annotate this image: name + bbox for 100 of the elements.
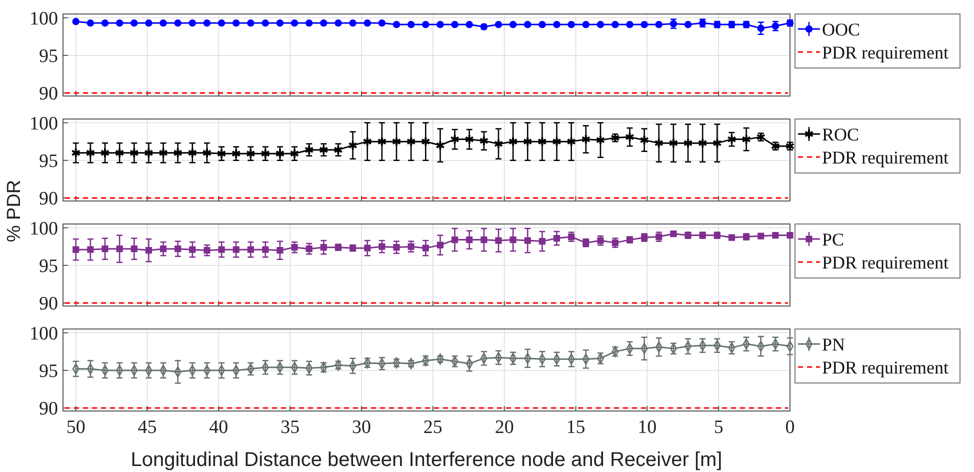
point	[87, 246, 94, 253]
x-tick-label: 40	[209, 417, 228, 438]
point	[683, 138, 693, 148]
point	[160, 19, 167, 27]
x-tick-label: 35	[280, 417, 300, 438]
point	[553, 235, 560, 242]
legend-label: PDR requirement	[822, 252, 948, 272]
point	[101, 19, 109, 27]
point	[290, 148, 300, 159]
point	[422, 244, 429, 252]
point	[581, 134, 591, 145]
x-tick-label: 45	[138, 417, 157, 438]
point	[144, 148, 154, 158]
point	[158, 148, 168, 158]
x-tick-label: 20	[494, 417, 514, 438]
point	[742, 134, 751, 145]
legend-label: PDR requirement	[822, 42, 948, 62]
point	[596, 134, 606, 146]
point	[174, 19, 182, 27]
point	[100, 148, 110, 158]
x-axis-title: Longitudinal Distance between Interference node and Receiver [m]	[130, 449, 722, 471]
legend-label: PN	[822, 334, 846, 354]
point	[188, 19, 196, 27]
point	[320, 19, 328, 27]
x-tick-label: 30	[352, 417, 372, 438]
y-tick-label: 100	[30, 323, 58, 344]
point	[72, 246, 80, 253]
point	[204, 247, 210, 254]
point	[670, 230, 677, 238]
point	[466, 236, 473, 244]
point	[408, 243, 414, 250]
y-tick-label: 90	[39, 188, 58, 210]
point	[216, 148, 226, 159]
point	[772, 232, 779, 239]
point	[451, 236, 458, 244]
point	[247, 19, 254, 27]
point	[464, 134, 474, 145]
point	[524, 237, 531, 244]
point	[758, 232, 764, 240]
point	[114, 148, 124, 158]
point	[727, 134, 736, 145]
point	[392, 20, 400, 28]
point	[348, 140, 358, 151]
point	[684, 20, 692, 28]
x-tick-label: 5	[714, 417, 724, 438]
point	[566, 136, 576, 147]
y-tick-label: 95	[39, 256, 58, 277]
legend-label: PDR requirement	[822, 357, 948, 378]
point	[364, 244, 371, 252]
x-tick-label: 15	[566, 417, 586, 438]
point	[290, 19, 298, 27]
point	[174, 246, 182, 252]
point	[334, 19, 342, 27]
point	[116, 246, 123, 252]
point	[188, 148, 198, 158]
point	[145, 19, 152, 27]
point	[377, 136, 387, 147]
point	[231, 148, 241, 159]
y-tick-label: 100	[30, 113, 58, 134]
point	[320, 244, 327, 251]
point	[160, 246, 167, 252]
point	[203, 19, 211, 27]
point	[654, 138, 664, 148]
point	[510, 236, 516, 244]
legend-label: PC	[822, 229, 844, 250]
point	[260, 148, 270, 159]
y-tick-label: 100	[30, 218, 58, 240]
point	[612, 240, 618, 246]
point	[522, 136, 532, 147]
legend-label: PDR requirement	[822, 147, 948, 168]
point	[552, 136, 562, 147]
point	[72, 18, 80, 26]
point	[305, 19, 313, 27]
point	[130, 246, 138, 252]
point	[436, 140, 445, 151]
point	[406, 136, 416, 147]
point	[362, 136, 372, 147]
point	[378, 19, 386, 27]
x-tick-label: 25	[423, 417, 442, 438]
y-tick-label: 100	[30, 8, 58, 30]
point	[145, 247, 152, 254]
point	[232, 19, 240, 27]
point	[130, 19, 138, 27]
point	[173, 148, 182, 158]
point	[247, 246, 254, 253]
point	[392, 136, 402, 147]
point	[450, 134, 460, 145]
point	[246, 148, 256, 159]
point	[757, 24, 764, 32]
point	[538, 238, 546, 245]
legend-label: OOC	[822, 19, 860, 40]
point	[218, 19, 226, 27]
point	[712, 138, 722, 148]
point	[129, 148, 139, 158]
point	[668, 138, 678, 148]
point	[495, 237, 502, 244]
point	[420, 136, 430, 147]
point	[786, 232, 794, 239]
point	[86, 19, 94, 27]
point	[640, 134, 649, 146]
